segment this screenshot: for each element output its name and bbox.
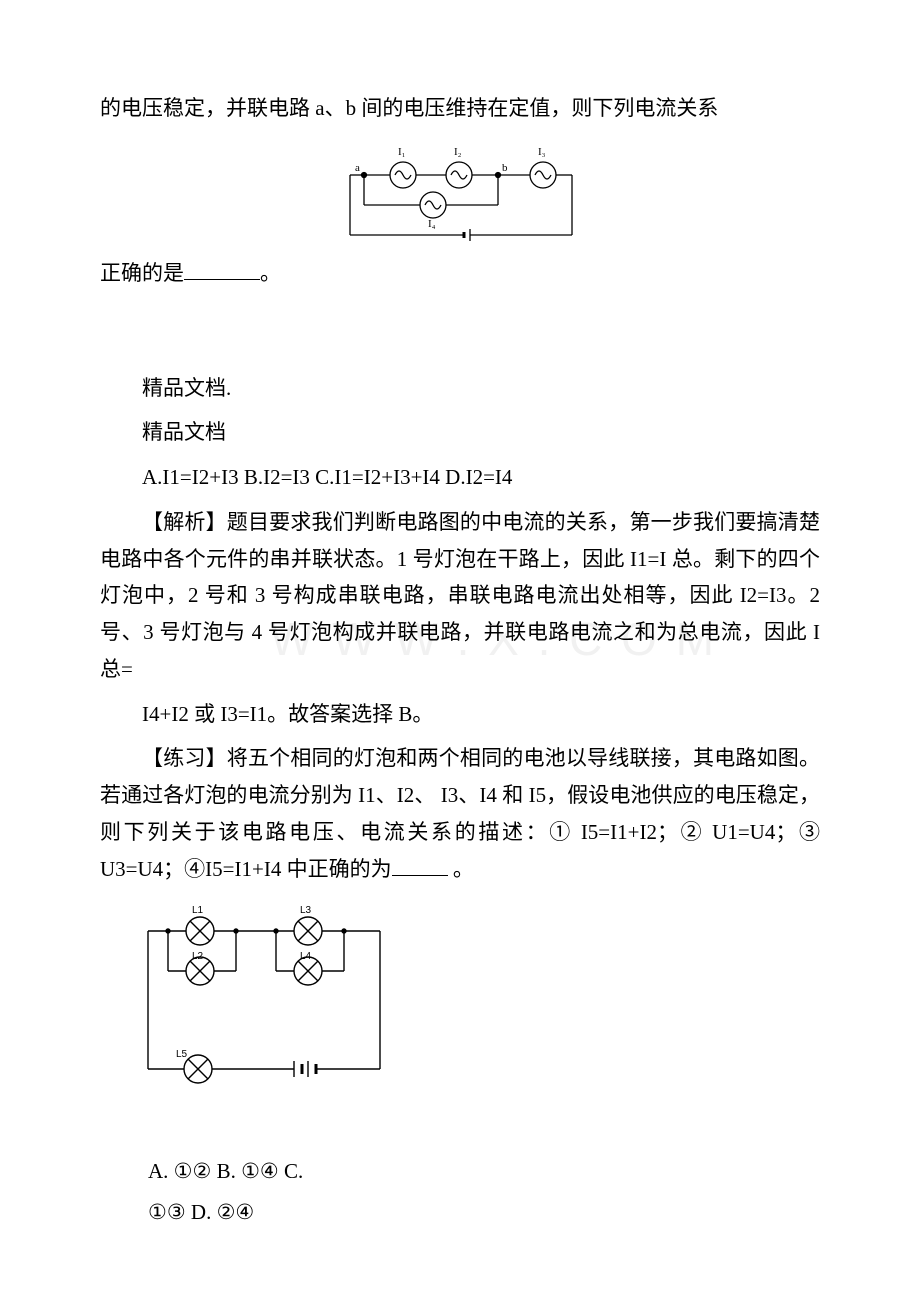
answer-line-2: ①③ D. ②④ bbox=[148, 1192, 820, 1233]
top-line1-text: 的电压稳定，并联电路 a、b 间的电压维持在定值，则下列电流关系 bbox=[100, 96, 718, 120]
blank-1 bbox=[184, 279, 260, 280]
label-l2: L2 bbox=[192, 951, 204, 962]
label-a: a bbox=[355, 162, 360, 174]
label-i3: I₃ bbox=[538, 146, 546, 158]
top-end-line: 正确的是 。 bbox=[100, 255, 820, 292]
answer-line-1: A. ①② B. ①④ C. bbox=[148, 1151, 820, 1192]
label-l1: L1 bbox=[192, 905, 204, 916]
top-end-text: 正确的是 bbox=[100, 261, 184, 285]
label-l3: L3 bbox=[300, 905, 312, 916]
circuit-diagram-2: L1 L2 L3 L4 L5 bbox=[124, 901, 404, 1091]
analysis-paragraph: 【解析】题目要求我们判断电路图的中电流的关系，第一步我们要搞清楚电路中各个元件的… bbox=[100, 504, 820, 688]
header-small-1: 精品文档. bbox=[100, 370, 820, 407]
analysis-end: I4+I2 或 I3=I1。故答案选择 B。 bbox=[100, 696, 820, 733]
circuit-diagram-1: a b I₁ I₂ I₃ I₄ bbox=[320, 139, 600, 251]
label-i2: I₂ bbox=[454, 146, 462, 158]
label-i4: I₄ bbox=[428, 218, 436, 230]
practice-period: 。 bbox=[448, 857, 474, 881]
header-small-2: 精品文档 bbox=[100, 414, 820, 451]
top-period: 。 bbox=[260, 261, 281, 285]
label-b: b bbox=[502, 162, 508, 174]
answer-options: A. ①② B. ①④ C. ①③ D. ②④ bbox=[148, 1151, 820, 1233]
options-line: A.I1=I2+I3 B.I2=I3 C.I1=I2+I3+I4 D.I2=I4 bbox=[100, 459, 820, 496]
label-l4: L4 bbox=[300, 951, 312, 962]
practice-paragraph: 【练习】将五个相同的灯泡和两个相同的电池以导线联接，其电路如图。若通过各灯泡的电… bbox=[100, 740, 820, 887]
label-i1: I₁ bbox=[398, 146, 406, 158]
blank-2 bbox=[392, 875, 448, 876]
label-l5: L5 bbox=[176, 1049, 188, 1060]
top-paragraph: 的电压稳定，并联电路 a、b 间的电压维持在定值，则下列电流关系 bbox=[100, 90, 820, 127]
